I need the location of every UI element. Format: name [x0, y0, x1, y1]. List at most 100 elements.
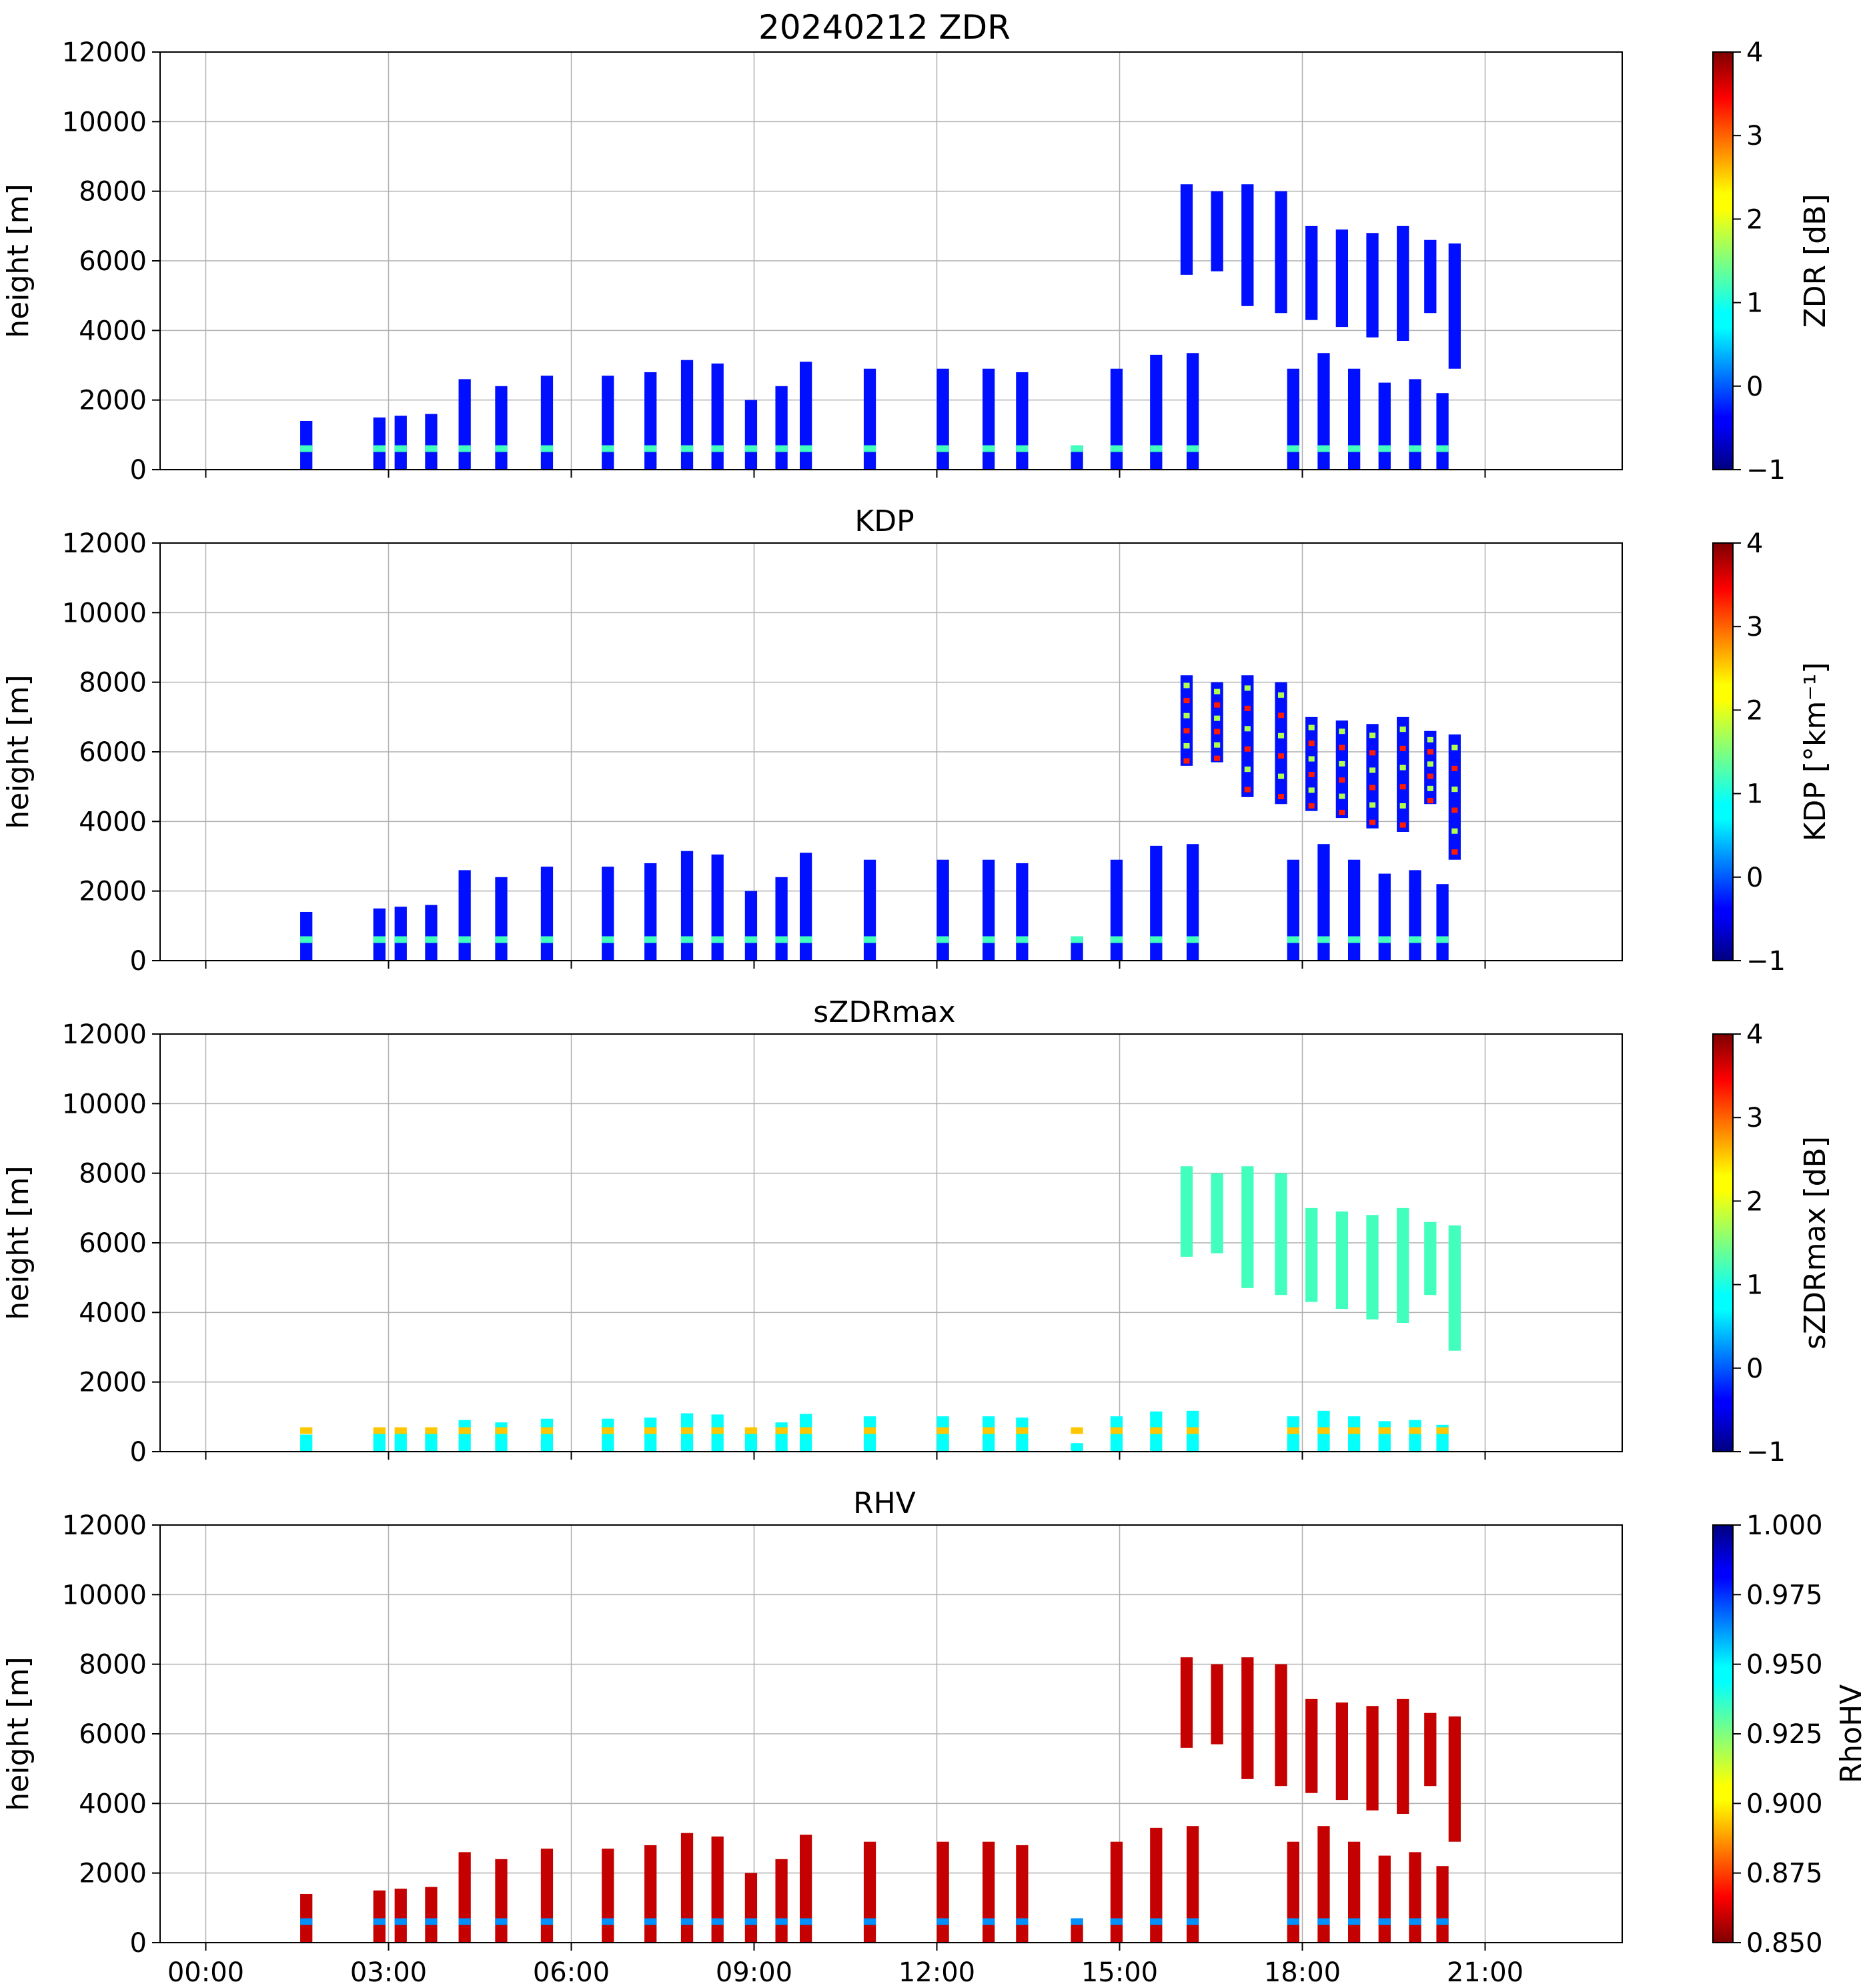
- echo-column: [602, 867, 614, 961]
- upper-echo-column: [1211, 1173, 1223, 1254]
- kdp-speckle: [1399, 765, 1406, 771]
- y-axis-label: height [m]: [1, 1656, 35, 1811]
- echo-column: [1317, 353, 1330, 470]
- kdp-speckle: [1369, 732, 1376, 738]
- echo-column: [800, 362, 812, 470]
- upper-echo-column: [1448, 734, 1461, 860]
- x-tick-label: 06:00: [533, 1957, 610, 1988]
- colorbar-tick-label: −1: [1746, 946, 1786, 977]
- upper-echo-column: [1424, 1712, 1437, 1787]
- y-tick-label: 8000: [79, 1159, 147, 1189]
- bright-band-mark: [602, 936, 614, 943]
- bright-band-mark: [983, 445, 995, 452]
- bright-band-mark: [644, 1427, 657, 1434]
- colorbar-tick-label: 4: [1746, 528, 1763, 559]
- echo-column: [394, 1432, 407, 1452]
- bright-band-mark: [602, 445, 614, 452]
- bright-band-mark: [373, 1918, 386, 1925]
- bright-band-mark: [983, 1918, 995, 1925]
- panel-rhv: RHV 0 2000 4000 6000 8000 10000 12000 00:00 03:…: [1, 1486, 1868, 1988]
- colorbar-ticks: −1 0 1 2 3 4: [1733, 528, 1786, 977]
- y-axis-ticks: 0 2000 4000 6000 8000 10000 12000: [62, 37, 160, 486]
- upper-echo-column: [1366, 724, 1379, 829]
- panel-title: sZDRmax: [813, 995, 955, 1029]
- colorbar-gradient: [1712, 51, 1734, 470]
- bright-band-mark: [1287, 1427, 1299, 1434]
- colorbar: −1 0 1 2 3 4 sZDRmax [dB]: [1712, 1019, 1832, 1468]
- bright-band-mark: [495, 1427, 508, 1434]
- upper-echo-column: [1305, 716, 1318, 811]
- x-tick-label: 00:00: [167, 1957, 244, 1988]
- echo-column: [495, 1859, 508, 1943]
- bright-band-mark: [711, 936, 724, 943]
- kdp-speckle: [1214, 755, 1221, 761]
- kdp-speckle: [1277, 692, 1285, 698]
- y-tick-label: 0: [130, 1437, 147, 1468]
- colorbar-tick-label: 0.925: [1746, 1719, 1823, 1750]
- bright-band-mark: [394, 1427, 407, 1434]
- y-tick-label: 12000: [62, 37, 147, 68]
- y-tick-label: 10000: [62, 598, 147, 628]
- y-tick-label: 4000: [79, 316, 147, 346]
- upper-echo-column: [1180, 1166, 1193, 1257]
- bright-band-mark: [744, 936, 758, 943]
- bright-band-mark: [1317, 1918, 1330, 1925]
- bright-band-mark: [644, 1918, 657, 1925]
- bright-band-mark: [458, 1918, 471, 1925]
- data-layer: [300, 675, 1461, 961]
- bright-band-mark: [1110, 1918, 1123, 1925]
- kdp-speckle: [1183, 728, 1190, 734]
- echo-column: [1287, 859, 1299, 961]
- echo-column: [1016, 1845, 1029, 1943]
- bright-band-mark: [863, 1918, 876, 1925]
- colorbar-gradient: [1712, 1524, 1734, 1943]
- y-axis-ticks: 0 2000 4000 6000 8000 10000 12000: [62, 528, 160, 977]
- colorbar-tick-label: 2: [1746, 204, 1763, 235]
- echo-column: [863, 859, 876, 961]
- kdp-speckle: [1427, 785, 1433, 791]
- echo-column: [495, 877, 508, 961]
- echo-column: [458, 379, 471, 470]
- colorbar-tick-label: 2: [1746, 695, 1763, 726]
- echo-column: [1436, 884, 1449, 961]
- bright-band-mark: [863, 445, 876, 452]
- colorbar-tick-label: 4: [1746, 1019, 1763, 1050]
- kdp-speckle: [1451, 765, 1458, 771]
- kdp-speckle: [1308, 787, 1315, 793]
- upper-echo-column: [1335, 1702, 1348, 1801]
- upper-echo-column: [1397, 1698, 1409, 1814]
- echo-column: [1409, 379, 1421, 470]
- colorbar-tick-label: 0: [1746, 863, 1763, 893]
- echo-column: [644, 1417, 657, 1452]
- kdp-speckle: [1183, 758, 1190, 764]
- upper-echo-column: [1180, 675, 1193, 766]
- y-tick-label: 12000: [62, 1510, 147, 1541]
- echo-column: [1348, 1416, 1361, 1452]
- bright-band-mark: [1317, 1427, 1330, 1434]
- echo-column: [936, 1416, 949, 1452]
- echo-column: [1071, 1443, 1083, 1452]
- bright-band-mark: [711, 1918, 724, 1925]
- echo-column: [394, 1889, 407, 1943]
- echo-column: [540, 867, 554, 961]
- bright-band-mark: [1436, 1918, 1449, 1925]
- bright-band-mark: [1016, 1918, 1029, 1925]
- kdp-speckle: [1339, 809, 1345, 815]
- colorbar-tick-label: 1.000: [1746, 1510, 1823, 1541]
- echo-column: [1436, 393, 1449, 470]
- echo-column: [1150, 354, 1163, 470]
- echo-column: [540, 1849, 554, 1943]
- kdp-speckle: [1427, 761, 1433, 767]
- kdp-speckle: [1214, 728, 1221, 734]
- kdp-speckle: [1308, 803, 1315, 809]
- echo-column: [458, 1852, 471, 1943]
- bright-band-mark: [1348, 1427, 1361, 1434]
- echo-column: [1287, 368, 1299, 470]
- colorbar-tick-label: −1: [1746, 455, 1786, 486]
- y-tick-label: 10000: [62, 107, 147, 137]
- echo-column: [863, 1416, 876, 1452]
- upper-echo-column: [1448, 1716, 1461, 1842]
- colorbar-tick-label: 1: [1746, 1270, 1763, 1301]
- echo-column: [936, 1841, 949, 1943]
- echo-column: [1317, 1826, 1330, 1943]
